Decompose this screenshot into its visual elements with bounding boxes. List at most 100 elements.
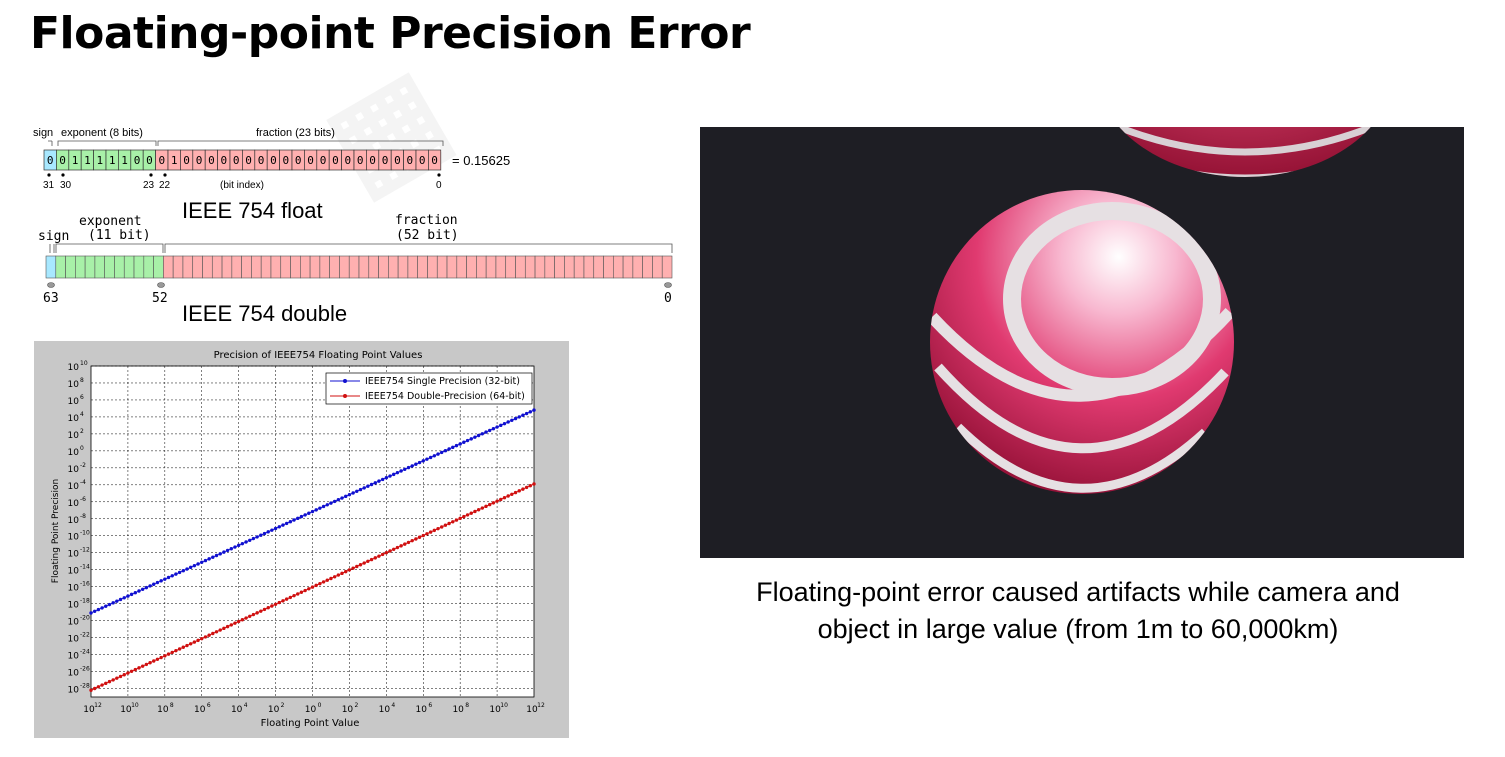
chart-point [458,516,462,521]
chart-point [377,479,381,483]
chart-point [266,530,270,534]
chart-point [251,536,256,541]
chart-point [332,499,337,504]
chart-point [410,538,414,543]
double-bit-cell [466,255,477,279]
chart-y-tick-label: 10 [68,380,80,390]
page-title: Floating-point Precision Error [30,8,751,59]
double-bit-cell [84,255,96,279]
chart-point [129,592,134,597]
double-bit-cell [583,255,595,279]
chart-point [462,440,466,444]
chart-point [517,415,521,419]
double-bit-cell [55,255,66,279]
chart-x-tick-exponent: 0 [318,702,322,709]
double-bit-cell [613,255,624,279]
chart-point [89,611,93,615]
chart-point [358,563,363,567]
chart-point [270,528,274,532]
double-bit-cell [407,255,418,279]
double-bit-cell [505,255,516,279]
float-bit-value: 0 [282,154,289,167]
chart-point [373,481,377,485]
chart-point [447,447,451,451]
chart-point [296,516,300,521]
chart-y-tick-label: 10 [68,448,80,458]
caption-line-2: object in large value (from 1m to 60,000… [817,614,1339,644]
double-bit-cell [388,255,399,279]
chart-point [510,418,514,422]
chart-y-tick-exponent: 6 [80,394,84,401]
chart-point [188,565,193,570]
chart-x-tick-exponent: 6 [207,702,211,709]
chart-x-tick-label: 10 [231,705,243,715]
chart-point [248,614,252,619]
chart-point [414,462,418,466]
chart-y-tick-exponent: -14 [80,564,90,571]
chart-point [200,560,204,564]
chart-y-tick-exponent: 0 [80,445,84,452]
chart-point [225,548,230,553]
chart-y-tick-label: 10 [68,550,80,560]
chart-point [137,666,141,670]
chart-point [436,526,440,531]
chart-point [137,589,141,593]
chart-y-tick-exponent: 8 [80,377,84,384]
float-bit-value: 0 [183,154,190,167]
chart-point [451,445,455,450]
chart-point [395,470,400,475]
chart-point [332,575,337,579]
float-bit-value: 0 [295,154,302,167]
chart-point [214,553,219,558]
chart-point [281,599,285,603]
double-bit-cell [476,255,487,279]
chart-x-tick-exponent: 8 [465,702,469,709]
double-bit-cell [280,255,291,279]
double-bit-cell [622,255,634,279]
chart-point [406,465,411,470]
chart-point [126,594,130,598]
chart-point [303,588,307,593]
chart-y-tick-label: 10 [68,414,80,424]
chart-point [410,464,414,468]
chart-point [318,581,322,586]
double-caption: IEEE 754 double [182,301,348,326]
chart-point [336,498,341,502]
chart-point [188,642,193,646]
chart-point [421,459,425,463]
double-bit-cell [114,255,125,279]
chart-point [454,518,459,522]
chart-point [318,506,322,510]
chart-point [528,410,533,414]
double-bit-cell [427,255,438,279]
chart-y-tick-exponent: -26 [80,666,90,673]
chart-point [159,655,163,660]
chart-point [436,452,440,456]
double-bit-cell [75,255,86,279]
chart-point [251,612,256,617]
chart-point [96,685,101,689]
float-bit-value: 0 [196,154,203,167]
chart-point [218,628,222,632]
chart-x-tick-label: 10 [268,705,280,715]
chart-x-tick-label: 10 [379,705,391,715]
chart-point [174,648,178,653]
chart-point [159,579,163,583]
double-bit-cell [260,255,272,279]
chart-point [115,599,119,603]
chart-point [233,545,237,549]
chart-x-tick-label: 10 [526,705,538,715]
chart-x-tick-exponent: 10 [500,702,508,709]
chart-y-tick-exponent: -12 [80,547,90,554]
chart-point [259,609,263,613]
chart-y-tick-exponent: -8 [80,513,86,520]
float-index-0: 0 [436,180,442,191]
chart-point [421,533,425,538]
chart-point [388,474,392,478]
chart-point [336,573,341,577]
double-bit-cell [65,255,76,279]
chart-point [92,609,97,613]
float-bit-value: 1 [171,154,178,167]
chart-y-tick-label: 10 [68,652,80,662]
chart-x-tick-exponent: 4 [391,702,395,709]
